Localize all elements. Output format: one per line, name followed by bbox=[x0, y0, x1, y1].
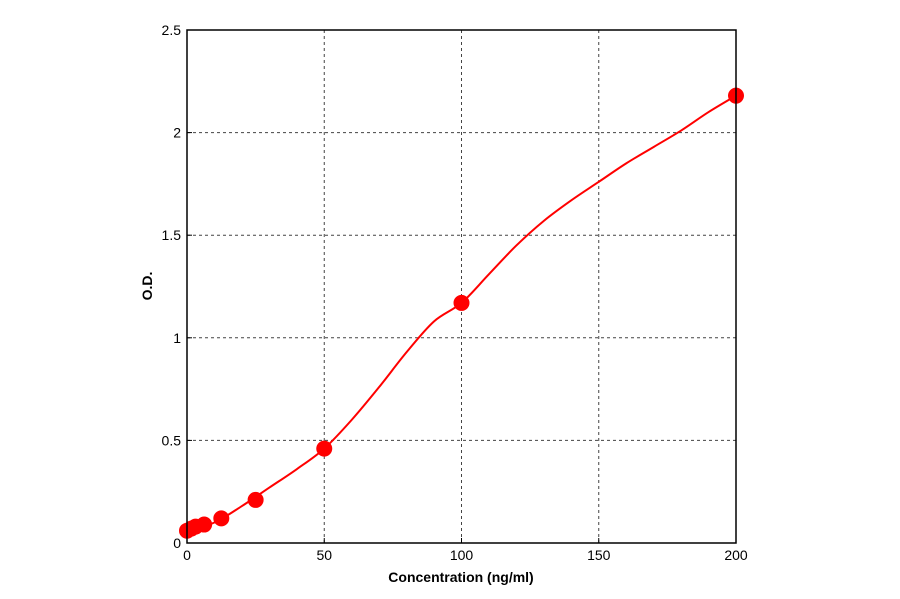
data-point-7 bbox=[453, 294, 470, 311]
x-tick-label-2: 100 bbox=[450, 547, 474, 563]
axes-layer: 0 50 100 150 200 0 0.5 1 1.5 2 2.5 bbox=[162, 22, 748, 563]
y-tick-label-0: 0 bbox=[173, 535, 181, 551]
y-tick-label-5: 2.5 bbox=[162, 22, 182, 38]
y-axis-title: O.D. bbox=[139, 272, 155, 301]
x-tick-label-0: 0 bbox=[183, 547, 191, 563]
x-tick-label-4: 200 bbox=[724, 547, 748, 563]
y-tick-label-2: 1 bbox=[173, 330, 181, 346]
x-axis-title: Concentration (ng/ml) bbox=[388, 569, 533, 585]
point-layer bbox=[179, 87, 744, 539]
data-point-5 bbox=[247, 491, 264, 508]
data-point-3 bbox=[196, 516, 213, 533]
x-tick-label-3: 150 bbox=[587, 547, 611, 563]
x-tick-label-1: 50 bbox=[316, 547, 332, 563]
y-tick-label-1: 0.5 bbox=[162, 432, 182, 448]
data-point-6 bbox=[316, 440, 333, 457]
data-point-4 bbox=[213, 510, 230, 527]
y-tick-label-3: 1.5 bbox=[162, 227, 182, 243]
grid-layer bbox=[187, 30, 736, 543]
y-tick-label-4: 2 bbox=[173, 125, 181, 141]
